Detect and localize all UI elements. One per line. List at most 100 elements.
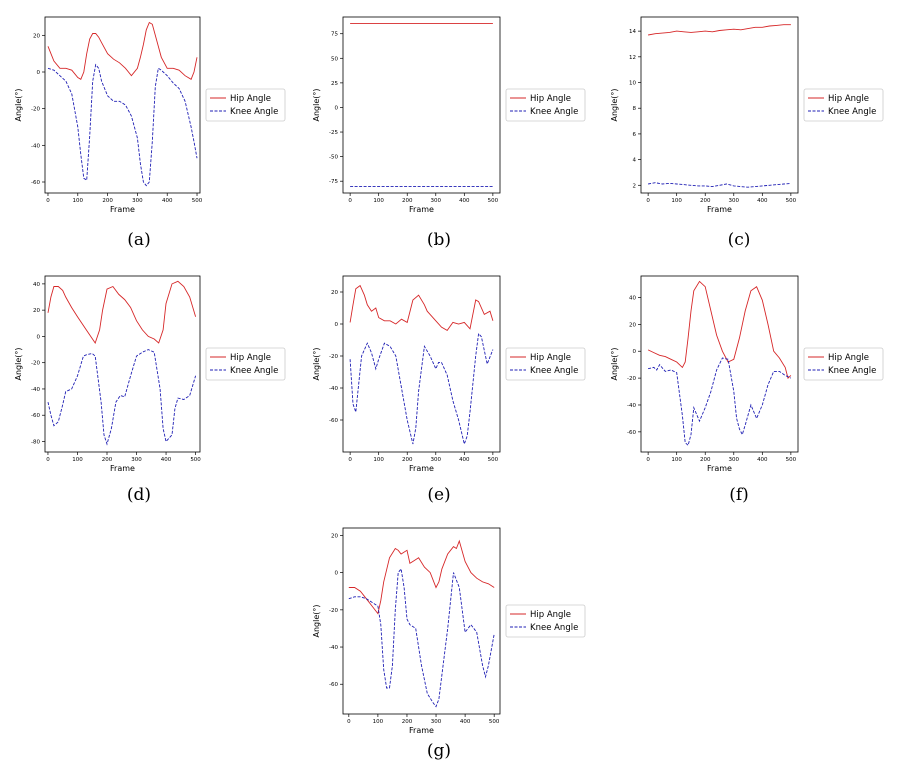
x-tick-label: 0 <box>347 719 351 725</box>
subfigure-caption: (g) <box>427 741 451 761</box>
y-tick-label: 6 <box>633 132 637 138</box>
y-tick-label: 40 <box>33 282 40 288</box>
x-tick-label: 500 <box>190 457 201 463</box>
x-tick-label: 300 <box>729 198 740 204</box>
axes-frame <box>342 527 501 715</box>
x-tick-label: 0 <box>46 198 50 204</box>
series-line-hip-angle <box>648 24 791 36</box>
legend-label: Knee Angle <box>230 366 278 376</box>
y-tick-label: 20 <box>331 290 338 296</box>
x-tick-label: 100 <box>373 719 384 725</box>
y-tick-label: -40 <box>31 143 40 149</box>
x-tick-label: 200 <box>402 457 413 463</box>
x-tick-label: 300 <box>729 457 740 463</box>
y-tick-label: 14 <box>629 29 636 35</box>
y-tick-label: -20 <box>627 376 636 382</box>
legend-box <box>205 347 286 381</box>
y-tick-label: 50 <box>331 56 338 62</box>
x-tick-label: 400 <box>460 719 471 725</box>
axes-frame <box>342 16 501 194</box>
axes-frame <box>640 275 799 453</box>
x-tick-label: 100 <box>671 198 682 204</box>
y-tick-label: 8 <box>633 106 637 112</box>
y-axis-label: Angle(°) <box>14 88 23 121</box>
axes-frame <box>44 275 201 453</box>
subplot-e: 0 100 200 300 400 500 -60 -40 -20 0 20 Frame Angle(°… <box>312 275 586 505</box>
x-tick-label: 300 <box>131 457 142 463</box>
series-line-knee-angle <box>348 567 495 708</box>
series-line-knee-angle <box>647 357 792 447</box>
subfigure-caption: (f) <box>729 485 749 505</box>
x-tick-label: 0 <box>46 457 50 463</box>
y-tick-label: -20 <box>329 608 338 614</box>
axes-frame <box>44 16 201 194</box>
legend-box <box>803 347 884 381</box>
x-axis-label: Frame <box>409 464 434 473</box>
x-axis-label: Frame <box>707 205 732 214</box>
legend-label: Knee Angle <box>828 366 876 376</box>
legend-box <box>505 347 586 381</box>
x-tick-label: 200 <box>102 198 113 204</box>
legend: Hip Angle Knee Angle <box>205 88 286 122</box>
y-axis-label: Angle(°) <box>610 347 619 380</box>
series-line-hip-angle <box>348 539 495 615</box>
x-tick-label: 300 <box>431 198 442 204</box>
series-line-knee-angle <box>648 182 791 188</box>
x-tick-label: 400 <box>757 457 768 463</box>
y-tick-label: -80 <box>31 439 40 445</box>
y-tick-label: 0 <box>37 334 41 340</box>
subplot-b: 0 100 200 300 400 500 -75 -50 -25 0 25 50 75 Frame Ang… <box>312 16 586 250</box>
y-tick-label: -60 <box>627 430 636 436</box>
y-tick-label: -40 <box>329 645 338 651</box>
x-tick-label: 500 <box>786 198 797 204</box>
legend-box <box>505 604 586 638</box>
x-axis-label: Frame <box>707 464 732 473</box>
legend: Hip Angle Knee Angle <box>803 88 884 122</box>
series-line-hip-angle <box>47 280 197 345</box>
legend-box <box>803 88 884 122</box>
y-tick-label: 4 <box>633 158 637 164</box>
y-tick-label: 12 <box>629 55 636 61</box>
y-tick-label: 0 <box>633 349 637 355</box>
y-tick-label: 25 <box>331 81 338 87</box>
y-tick-label: -60 <box>329 682 338 688</box>
x-tick-label: 200 <box>700 198 711 204</box>
x-tick-label: 200 <box>102 457 113 463</box>
legend-label: Knee Angle <box>530 366 578 376</box>
legend-label: Hip Angle <box>230 94 271 104</box>
legend: Hip Angle Knee Angle <box>205 347 286 381</box>
x-tick-label: 400 <box>161 457 172 463</box>
y-axis-label: Angle(°) <box>312 88 321 121</box>
x-tick-label: 100 <box>72 457 83 463</box>
x-axis-label: Frame <box>110 205 135 214</box>
x-tick-label: 200 <box>402 719 413 725</box>
y-tick-label: -25 <box>329 130 338 136</box>
y-tick-label: -60 <box>31 180 40 186</box>
y-tick-label: 0 <box>37 70 41 76</box>
legend-label: Knee Angle <box>530 623 578 633</box>
legend: Hip Angle Knee Angle <box>505 88 586 122</box>
x-tick-label: 300 <box>431 719 442 725</box>
x-tick-label: 0 <box>348 198 352 204</box>
legend-label: Hip Angle <box>230 353 271 363</box>
y-tick-label: 20 <box>33 33 40 39</box>
x-tick-label: 500 <box>488 198 499 204</box>
legend-label: Hip Angle <box>530 610 571 620</box>
y-axis-label: Angle(°) <box>610 88 619 121</box>
series-line-knee-angle <box>47 63 198 187</box>
x-tick-label: 100 <box>671 457 682 463</box>
y-tick-label: 20 <box>629 322 636 328</box>
legend-label: Hip Angle <box>828 94 869 104</box>
y-tick-label: -50 <box>329 155 338 161</box>
legend-label: Knee Angle <box>230 107 278 117</box>
y-tick-label: -40 <box>329 386 338 392</box>
y-tick-label: -75 <box>329 179 338 185</box>
series-line-hip-angle <box>647 280 792 379</box>
x-tick-label: 500 <box>786 457 797 463</box>
y-tick-label: 0 <box>335 105 339 111</box>
subfigure-caption: (c) <box>728 230 751 250</box>
legend-label: Hip Angle <box>530 94 571 104</box>
y-axis-label: Angle(°) <box>312 604 321 637</box>
x-tick-label: 0 <box>646 198 650 204</box>
